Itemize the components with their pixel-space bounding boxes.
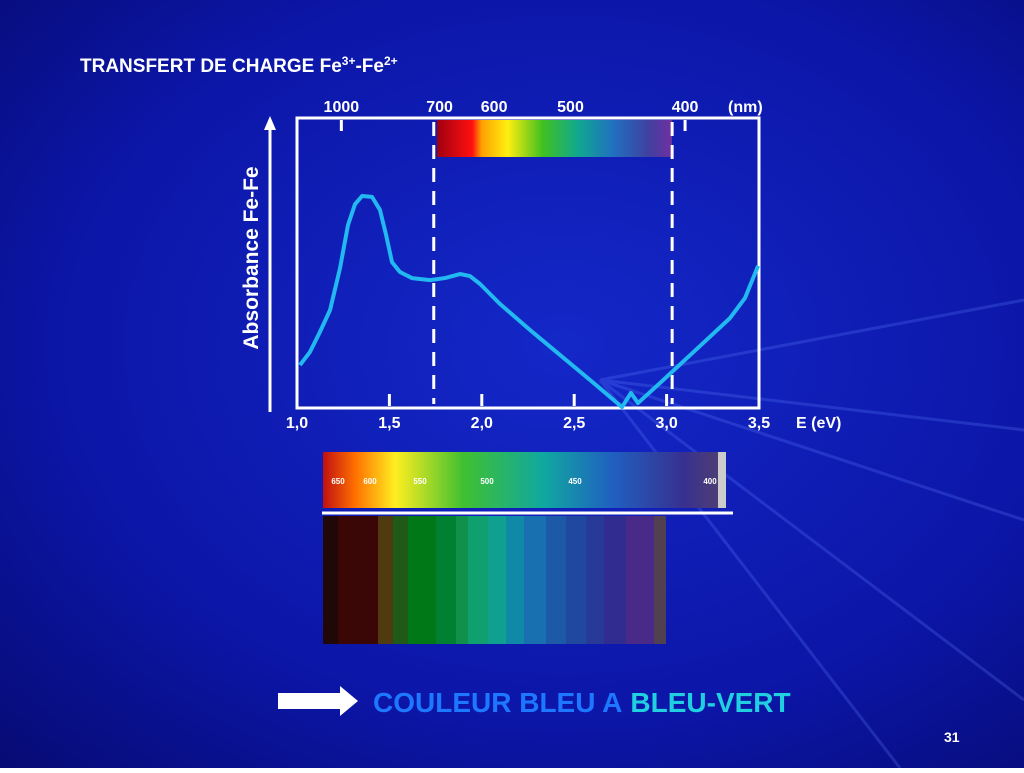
x2-tick-label: 700 <box>426 99 453 116</box>
spectrum-bar <box>437 120 672 157</box>
data-line <box>298 194 760 410</box>
color-band <box>323 516 338 644</box>
spectrum-scale-label: 600 <box>363 477 377 486</box>
color-band <box>436 516 456 644</box>
x-tick-label: 2,0 <box>471 415 493 432</box>
color-band <box>524 516 546 644</box>
spectrum-photo <box>323 452 724 508</box>
y-arrow-head <box>264 116 276 130</box>
x2-tick-label: 400 <box>672 99 699 116</box>
x-tick-label: 1,0 <box>286 415 308 432</box>
arrow <box>278 686 358 716</box>
color-band <box>456 516 468 644</box>
x-tick-label: 1,5 <box>378 415 400 432</box>
x2-tick-label: 500 <box>557 99 584 116</box>
color-band <box>338 516 378 644</box>
y-axis-label: Absorbance Fe-Fe <box>240 166 263 349</box>
color-band <box>468 516 488 644</box>
chart-title: TRANSFERT DE CHARGE Fe3+-Fe2+ <box>80 54 398 77</box>
spectrum-edge <box>718 452 726 508</box>
plot-frame <box>295 116 761 410</box>
color-band <box>654 516 666 644</box>
x2-tick-label: 600 <box>481 99 508 116</box>
x-tick-label: 3,5 <box>748 415 770 432</box>
color-band <box>408 516 436 644</box>
x2-axis-label: (nm) <box>728 99 763 116</box>
x-tick-label: 2,5 <box>563 415 585 432</box>
conclusion: COULEUR BLEU A BLEU-VERT <box>373 687 791 718</box>
spectrum-scale-label: 500 <box>480 477 494 486</box>
color-band <box>506 516 524 644</box>
spectrum-scale-label: 450 <box>568 477 582 486</box>
spectrum-scale-label: 400 <box>703 477 717 486</box>
spectrum-scale-label: 550 <box>413 477 427 486</box>
x-tick-label: 3,0 <box>655 415 677 432</box>
x2-tick-label: 1000 <box>324 99 360 116</box>
color-band <box>586 516 604 644</box>
color-band <box>604 516 626 644</box>
color-band <box>566 516 586 644</box>
color-band <box>393 516 408 644</box>
page-number: 31 <box>944 729 960 745</box>
x-axis-label: E (eV) <box>796 415 841 432</box>
color-band <box>546 516 566 644</box>
color-band <box>626 516 654 644</box>
color-band <box>488 516 506 644</box>
spectrum-scale-label: 650 <box>331 477 345 486</box>
color-band <box>378 516 393 644</box>
color-bands <box>323 516 666 644</box>
